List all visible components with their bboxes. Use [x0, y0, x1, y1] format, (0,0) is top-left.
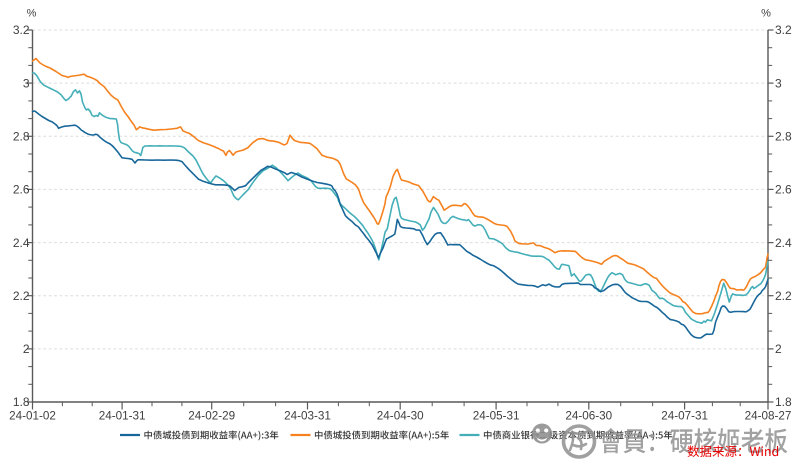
svg-text:2.8: 2.8 [775, 130, 792, 144]
svg-text:2.6: 2.6 [775, 183, 792, 197]
svg-text:3.2: 3.2 [13, 23, 30, 37]
svg-text:2.4: 2.4 [13, 236, 30, 250]
svg-text:1.8: 1.8 [775, 395, 792, 409]
svg-text:3.2: 3.2 [775, 23, 792, 37]
svg-text:24-02-29: 24-02-29 [188, 410, 235, 423]
svg-text:2.6: 2.6 [13, 183, 30, 197]
svg-text:3: 3 [23, 76, 30, 90]
svg-text:%: % [27, 8, 37, 20]
svg-text:24-07-31: 24-07-31 [661, 410, 708, 423]
svg-text:24-08-27: 24-08-27 [745, 410, 792, 423]
svg-text:2.8: 2.8 [13, 130, 30, 144]
svg-text:3: 3 [775, 76, 782, 90]
svg-text:24-01-31: 24-01-31 [99, 410, 146, 423]
svg-text:24-04-30: 24-04-30 [377, 410, 424, 423]
svg-text:1.8: 1.8 [13, 395, 30, 409]
svg-text:24-01-02: 24-01-02 [9, 410, 56, 423]
svg-text:2.2: 2.2 [775, 289, 792, 303]
svg-text:2: 2 [775, 342, 782, 356]
svg-text:2.4: 2.4 [775, 236, 792, 250]
svg-text:24-06-30: 24-06-30 [565, 410, 612, 423]
svg-text:2: 2 [23, 342, 30, 356]
svg-text:24-05-31: 24-05-31 [473, 410, 520, 423]
svg-text:24-03-31: 24-03-31 [284, 410, 331, 423]
svg-text:2.2: 2.2 [13, 289, 30, 303]
svg-text:%: % [761, 8, 771, 20]
